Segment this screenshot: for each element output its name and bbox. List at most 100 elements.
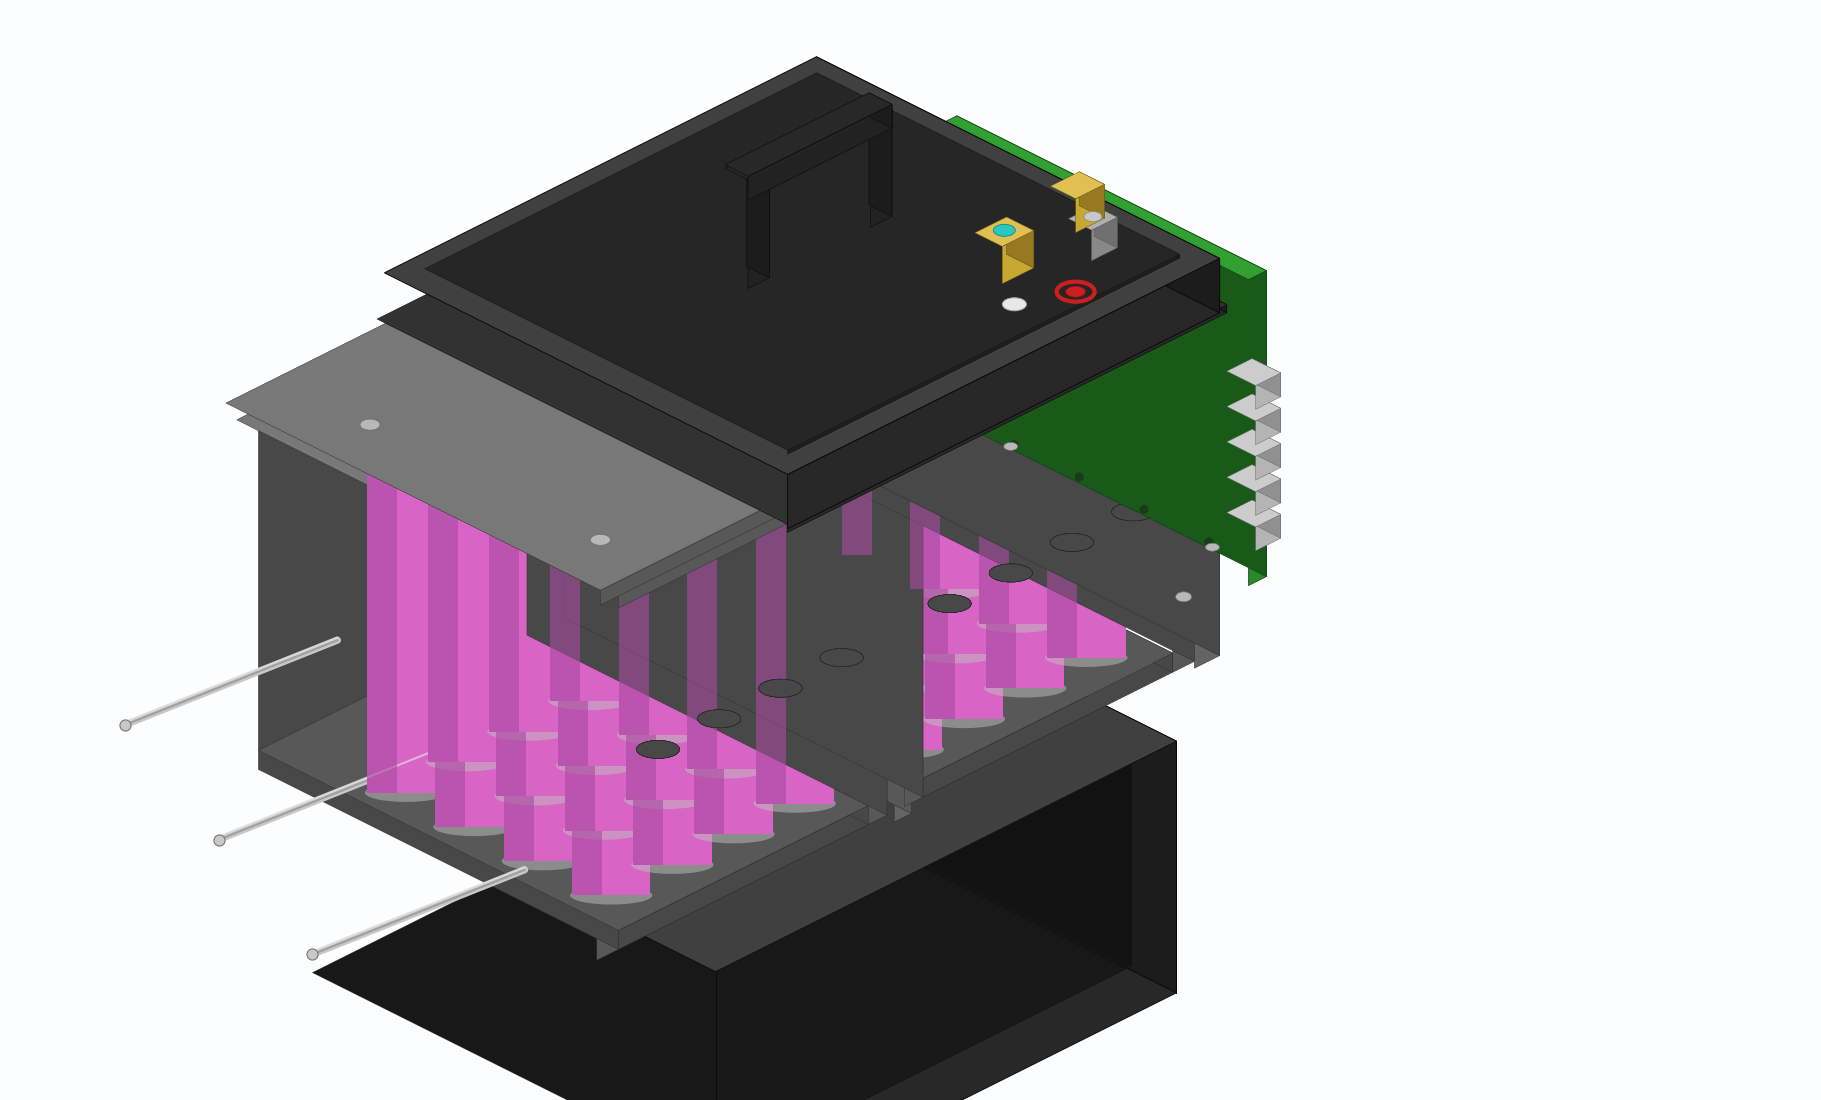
Ellipse shape: [989, 564, 1033, 582]
Ellipse shape: [657, 299, 739, 318]
Polygon shape: [781, 248, 860, 585]
Polygon shape: [634, 526, 712, 865]
Polygon shape: [572, 557, 603, 895]
Ellipse shape: [759, 679, 801, 697]
Ellipse shape: [617, 726, 699, 745]
Ellipse shape: [861, 740, 943, 759]
Polygon shape: [366, 454, 444, 793]
Ellipse shape: [692, 825, 774, 844]
Polygon shape: [565, 492, 643, 830]
Ellipse shape: [909, 580, 991, 598]
Ellipse shape: [501, 851, 585, 870]
Polygon shape: [1227, 359, 1280, 386]
Ellipse shape: [916, 645, 998, 663]
Ellipse shape: [495, 788, 577, 805]
Ellipse shape: [1176, 592, 1191, 602]
Ellipse shape: [1176, 299, 1191, 309]
Polygon shape: [812, 121, 1195, 311]
Ellipse shape: [364, 783, 448, 802]
Polygon shape: [841, 217, 920, 556]
Polygon shape: [428, 424, 506, 762]
Ellipse shape: [1111, 503, 1155, 520]
Polygon shape: [1047, 319, 1125, 658]
Polygon shape: [557, 427, 636, 766]
Polygon shape: [1125, 738, 1133, 969]
Ellipse shape: [563, 483, 645, 502]
Ellipse shape: [697, 710, 741, 728]
Polygon shape: [1051, 172, 1104, 199]
Polygon shape: [259, 284, 869, 588]
Polygon shape: [856, 346, 934, 684]
Ellipse shape: [1083, 211, 1102, 221]
Ellipse shape: [1176, 446, 1191, 455]
Ellipse shape: [1206, 292, 1220, 299]
Ellipse shape: [717, 607, 799, 626]
Polygon shape: [384, 57, 1220, 474]
Polygon shape: [619, 396, 648, 735]
Polygon shape: [259, 409, 619, 949]
Polygon shape: [1253, 394, 1280, 432]
Ellipse shape: [983, 679, 1067, 697]
Polygon shape: [366, 454, 397, 793]
Ellipse shape: [847, 610, 929, 629]
Polygon shape: [659, 308, 738, 647]
Ellipse shape: [929, 595, 971, 613]
Polygon shape: [788, 312, 818, 650]
Polygon shape: [1256, 443, 1280, 480]
Ellipse shape: [1045, 649, 1127, 667]
Polygon shape: [544, 256, 923, 447]
Polygon shape: [923, 653, 1173, 798]
Polygon shape: [1256, 373, 1280, 409]
Ellipse shape: [989, 564, 1033, 582]
Polygon shape: [1227, 394, 1280, 421]
Ellipse shape: [929, 595, 971, 613]
Polygon shape: [985, 350, 1063, 689]
Polygon shape: [1256, 408, 1280, 444]
Ellipse shape: [819, 649, 863, 667]
Ellipse shape: [976, 614, 1060, 632]
Polygon shape: [687, 431, 717, 769]
Polygon shape: [940, 116, 1266, 279]
Ellipse shape: [1051, 534, 1094, 551]
Polygon shape: [980, 285, 1009, 624]
Polygon shape: [537, 260, 912, 814]
Polygon shape: [1047, 319, 1078, 658]
Polygon shape: [905, 437, 923, 806]
Polygon shape: [925, 381, 1003, 719]
Polygon shape: [788, 258, 1220, 529]
Ellipse shape: [787, 641, 869, 660]
Polygon shape: [619, 396, 697, 735]
Polygon shape: [1253, 359, 1280, 397]
Ellipse shape: [759, 679, 801, 697]
Ellipse shape: [685, 760, 767, 779]
Ellipse shape: [854, 675, 936, 694]
Ellipse shape: [361, 419, 381, 430]
Polygon shape: [974, 217, 1034, 246]
Ellipse shape: [717, 268, 799, 287]
Polygon shape: [1002, 231, 1034, 284]
Polygon shape: [508, 275, 887, 464]
Ellipse shape: [794, 706, 876, 725]
Polygon shape: [508, 284, 869, 483]
Polygon shape: [870, 108, 892, 228]
Circle shape: [1140, 505, 1149, 514]
Ellipse shape: [1206, 543, 1220, 551]
Polygon shape: [860, 101, 1220, 656]
Polygon shape: [634, 526, 663, 865]
Ellipse shape: [488, 384, 570, 403]
Polygon shape: [490, 393, 519, 732]
Polygon shape: [834, 121, 1195, 661]
Polygon shape: [727, 342, 758, 681]
Ellipse shape: [685, 421, 767, 440]
Polygon shape: [1256, 515, 1280, 551]
Ellipse shape: [1051, 534, 1094, 551]
Polygon shape: [719, 277, 750, 616]
Polygon shape: [504, 522, 583, 861]
Polygon shape: [788, 254, 1180, 454]
Polygon shape: [812, 473, 1173, 672]
Ellipse shape: [819, 649, 863, 667]
Polygon shape: [796, 376, 874, 715]
Polygon shape: [1253, 429, 1280, 468]
Polygon shape: [796, 376, 825, 715]
Polygon shape: [841, 217, 872, 556]
